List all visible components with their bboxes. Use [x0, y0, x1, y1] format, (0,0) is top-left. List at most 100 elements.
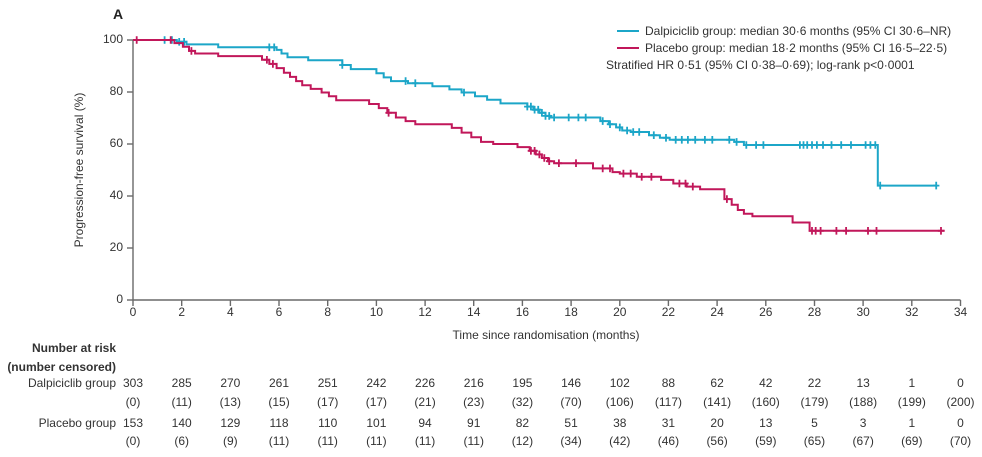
censor-mark [606, 164, 614, 173]
at-risk-value: 31 [661, 416, 676, 430]
censor-mark [271, 43, 278, 52]
at-risk-value: 270 [220, 376, 241, 390]
censor-mark [269, 60, 277, 68]
censored-value: (56) [706, 434, 728, 448]
censored-value: (69) [901, 434, 923, 448]
censor-mark [575, 113, 582, 122]
risk-row-label-placebo: Placebo group [38, 416, 116, 430]
x-tick-label: 14 [467, 305, 481, 319]
censored-value: (70) [949, 434, 972, 448]
censor-mark [752, 141, 760, 149]
censored-value: (11) [268, 434, 290, 448]
x-tick-label: 26 [759, 305, 773, 319]
x-axis-title: Time since randomisation (months) [452, 328, 640, 342]
legend: Dalpiciclib group: median 30·6 months (9… [606, 22, 951, 73]
censor-mark [636, 128, 643, 136]
at-risk-value: 118 [269, 416, 289, 430]
at-risk-value: 110 [318, 416, 338, 430]
censor-mark [572, 159, 580, 167]
at-risk-value: 13 [759, 416, 773, 430]
at-risk-value: 94 [418, 416, 432, 430]
y-tick-label: 60 [109, 136, 123, 150]
at-risk-value: 242 [366, 376, 387, 390]
censor-mark [723, 195, 731, 203]
at-risk-value: 0 [957, 416, 964, 430]
censored-value: (59) [755, 434, 777, 448]
at-risk-value: 82 [515, 416, 530, 430]
axis-lines [132, 40, 961, 301]
censor-mark [676, 179, 683, 188]
at-risk-value: 0 [957, 376, 964, 390]
censor-mark [538, 109, 546, 117]
censored-value: (34) [560, 434, 582, 448]
y-tick-label: 100 [102, 32, 123, 46]
censor-mark [877, 181, 884, 190]
x-tick-label: 12 [418, 305, 432, 319]
censor-mark [684, 136, 692, 144]
censor-mark [828, 141, 835, 149]
censor-mark [606, 120, 614, 128]
censored-value: (141) [703, 395, 732, 409]
x-tick-label: 24 [710, 305, 724, 319]
censor-mark [188, 47, 195, 55]
censor-mark [133, 36, 140, 44]
censor-mark [847, 141, 855, 149]
x-tick-label: 18 [564, 305, 578, 319]
at-risk-value: 129 [220, 416, 241, 430]
censor-mark [672, 136, 679, 144]
censor-mark [682, 179, 689, 188]
x-tick-label: 4 [227, 305, 234, 319]
x-tick-label: 20 [613, 305, 627, 319]
censor-mark [555, 159, 563, 167]
km-plot-canvas [127, 36, 962, 306]
x-tick-label: 34 [953, 305, 968, 319]
at-risk-value: 226 [415, 376, 436, 390]
x-tick-label: 30 [856, 305, 870, 319]
censor-mark [701, 136, 709, 144]
at-risk-value: 20 [710, 416, 724, 430]
x-tick-label: 6 [275, 305, 283, 319]
censor-mark [412, 79, 419, 87]
censored-value: (11) [414, 434, 436, 448]
censor-mark [873, 227, 880, 235]
censor-mark [627, 169, 634, 178]
x-tick-label: 22 [661, 305, 676, 319]
y-tick-label: 40 [109, 188, 123, 202]
at-risk-value: 303 [122, 376, 144, 390]
at-risk-value: 5 [811, 416, 818, 430]
censored-value: (11) [171, 395, 192, 409]
censored-value: (13) [219, 395, 242, 409]
at-risk-value: 38 [613, 416, 627, 430]
y-axis-title: Progression-free survival (%) [72, 92, 86, 248]
at-risk-value: 3 [859, 416, 867, 430]
x-tick-label: 16 [515, 305, 530, 319]
censored-value: (6) [174, 434, 190, 448]
censor-mark [650, 131, 657, 139]
censored-value: (15) [268, 395, 290, 409]
censor-mark [620, 169, 627, 178]
censored-value: (32) [511, 395, 534, 409]
censor-mark [339, 61, 346, 69]
censor-mark [872, 141, 879, 149]
censored-value: (46) [657, 434, 680, 448]
at-risk-value: 261 [269, 376, 290, 390]
censored-value: (42) [609, 434, 631, 448]
censor-mark [726, 136, 733, 144]
censored-value: (23) [463, 395, 485, 409]
censor-mark [838, 141, 845, 149]
legend-label-dalpiciclib: Dalpiciclib group: median 30·6 months (9… [645, 23, 952, 38]
at-risk-value: 1 [908, 416, 916, 430]
censored-value: (17) [317, 395, 339, 409]
at-risk-value: 91 [467, 416, 481, 430]
censor-mark [402, 77, 409, 85]
legend-label-placebo: Placebo group: median 18·2 months (95% C… [645, 40, 948, 55]
censored-value: (200) [946, 395, 975, 409]
censored-value: (17) [365, 395, 388, 409]
y-tick-label: 20 [109, 240, 123, 254]
censor-mark [842, 227, 850, 235]
censor-mark [536, 150, 543, 159]
censor-mark [709, 136, 716, 144]
censor-mark [599, 164, 606, 173]
legend-item-placebo: Placebo group: median 18·2 months (95% C… [617, 39, 951, 56]
censored-value: (0) [125, 434, 141, 448]
